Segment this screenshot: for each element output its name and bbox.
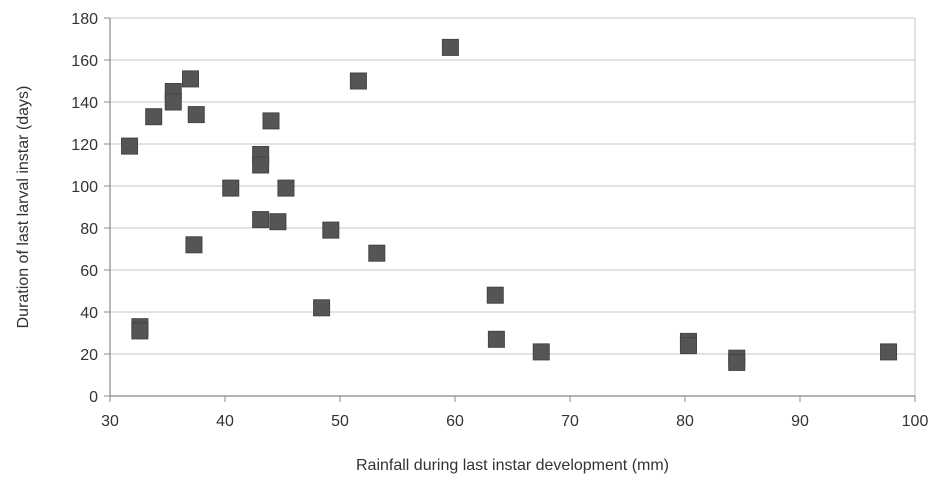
data-point (349, 72, 367, 90)
y-tick-label: 140 (71, 95, 98, 112)
data-point (252, 156, 270, 174)
data-point (262, 112, 280, 130)
y-tick-label: 180 (71, 11, 98, 28)
data-point (182, 70, 199, 88)
x-tick-label: 40 (216, 413, 234, 430)
x-tick-label: 100 (902, 413, 929, 430)
data-point (121, 137, 139, 155)
x-tick-label: 70 (561, 413, 579, 430)
y-axis-title: Duration of last larval instar (days) (15, 86, 32, 329)
axes (104, 17, 916, 402)
y-tick-label: 60 (80, 263, 98, 280)
data-point (679, 337, 697, 355)
y-tick-label: 120 (71, 137, 98, 154)
data-point (532, 343, 550, 361)
x-tick-label: 30 (101, 413, 119, 430)
x-tick-label: 80 (676, 413, 694, 430)
x-tick-label: 60 (446, 413, 464, 430)
data-point (164, 93, 182, 111)
x-axis-title: Rainfall during last instar development … (356, 457, 669, 474)
data-point (880, 343, 898, 361)
x-tick-label: 90 (791, 413, 809, 430)
y-tick-label: 100 (71, 179, 98, 196)
y-tick-label: 40 (80, 305, 98, 322)
data-point (187, 106, 205, 124)
y-tick-label: 80 (80, 221, 98, 238)
data-point (222, 179, 240, 197)
data-point (145, 108, 163, 126)
tick-labels: 0 20 40 60 80 100 120 140 160 180 30 40 50 60 70 80 90 10… (71, 11, 928, 430)
data-point (486, 286, 504, 304)
data-point (131, 322, 149, 340)
data-point (269, 213, 287, 231)
data-point (185, 236, 203, 254)
gridlines (110, 17, 916, 396)
data-point (313, 299, 331, 317)
data-point (252, 211, 270, 229)
data-points (121, 38, 898, 371)
data-point (728, 353, 746, 371)
y-tick-label: 20 (80, 347, 98, 364)
data-point (368, 244, 386, 262)
data-point (322, 221, 340, 239)
y-tick-label: 0 (89, 389, 98, 406)
data-point (277, 179, 295, 197)
x-tick-label: 50 (331, 413, 349, 430)
data-point (441, 38, 459, 56)
y-tick-label: 160 (71, 53, 98, 70)
data-point (487, 330, 505, 348)
